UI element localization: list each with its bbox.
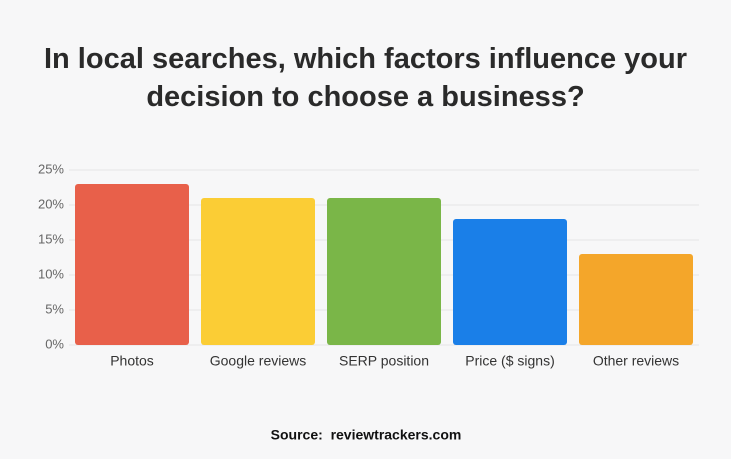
- bar: [201, 198, 315, 345]
- y-tick-label: 10%: [38, 266, 64, 281]
- chart-title: In local searches, which factors influen…: [43, 43, 688, 113]
- bar: [579, 254, 693, 345]
- y-tick-label: 25%: [38, 161, 64, 176]
- x-tick-label: SERP position: [339, 353, 429, 369]
- y-tick-label: 20%: [38, 196, 64, 211]
- x-tick-label: Other reviews: [593, 353, 679, 369]
- bar: [327, 198, 441, 345]
- x-tick-label: Photos: [110, 353, 154, 369]
- x-tick-label: Google reviews: [210, 353, 307, 369]
- bar: [75, 184, 189, 345]
- bar: [453, 219, 567, 345]
- y-tick-label: 0%: [45, 336, 64, 351]
- x-tick-label: Price ($ signs): [465, 353, 554, 369]
- y-tick-label: 5%: [45, 301, 64, 316]
- source: Source: reviewtrackers.com: [271, 427, 462, 443]
- y-tick-label: 15%: [38, 231, 64, 246]
